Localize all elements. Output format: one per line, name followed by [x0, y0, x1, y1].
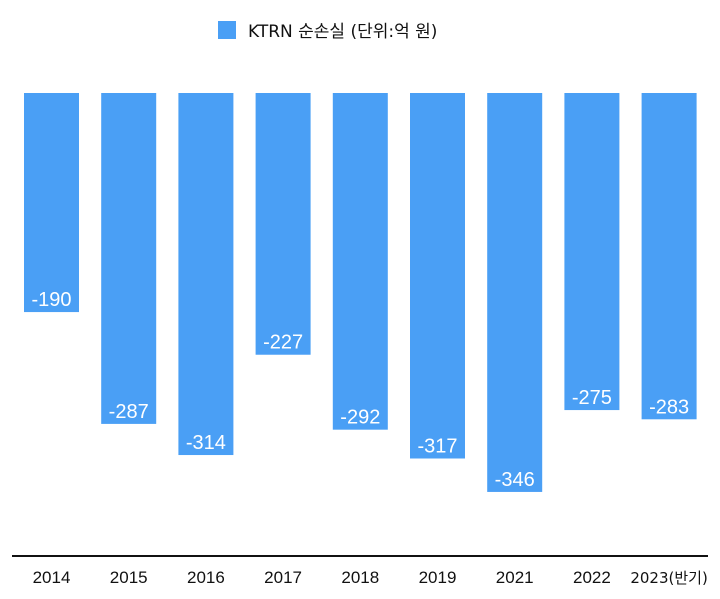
bar-2022: [564, 93, 620, 411]
legend-swatch: [218, 21, 236, 39]
bar-2018: [332, 93, 388, 430]
bar-2023(반기): [641, 93, 697, 420]
x-tick-label: 2016: [187, 568, 225, 587]
data-label: -346: [495, 469, 535, 491]
data-label: -190: [31, 289, 71, 311]
bar-2021: [487, 93, 543, 492]
data-label: -227: [263, 332, 303, 354]
x-tick-label: 2017: [264, 568, 302, 587]
x-tick-label: 2021: [496, 568, 534, 587]
x-tick-label: 2015: [110, 568, 148, 587]
data-label: -317: [417, 436, 457, 458]
data-label: -275: [572, 387, 612, 409]
data-label: -314: [186, 432, 226, 454]
data-label: -287: [109, 401, 149, 423]
x-tick-labels: 2014 2015 2016 2017 2018 2019 2021 2022 2023(반기): [33, 568, 708, 587]
bar-2015: [101, 93, 157, 424]
bar-2016: [178, 93, 234, 456]
legend-label: KTRN 순손실 (단위:억 원): [248, 22, 437, 42]
legend: KTRN 순손실 (단위:억 원): [218, 21, 437, 42]
data-label: -292: [340, 407, 380, 429]
x-tick-label: 2019: [419, 568, 457, 587]
bar-2019: [410, 93, 465, 459]
bar-2017: [255, 93, 311, 355]
x-tick-label: 2014: [33, 568, 71, 587]
bars: -190 -287 -314 -227 -292 -317 -346 -275 -283: [24, 93, 697, 492]
x-tick-label: 2022: [573, 568, 611, 587]
data-label: -283: [649, 396, 689, 418]
x-tick-label: 2023(반기): [630, 569, 707, 587]
bar-2014: [24, 93, 79, 313]
x-tick-label: 2018: [341, 568, 379, 587]
